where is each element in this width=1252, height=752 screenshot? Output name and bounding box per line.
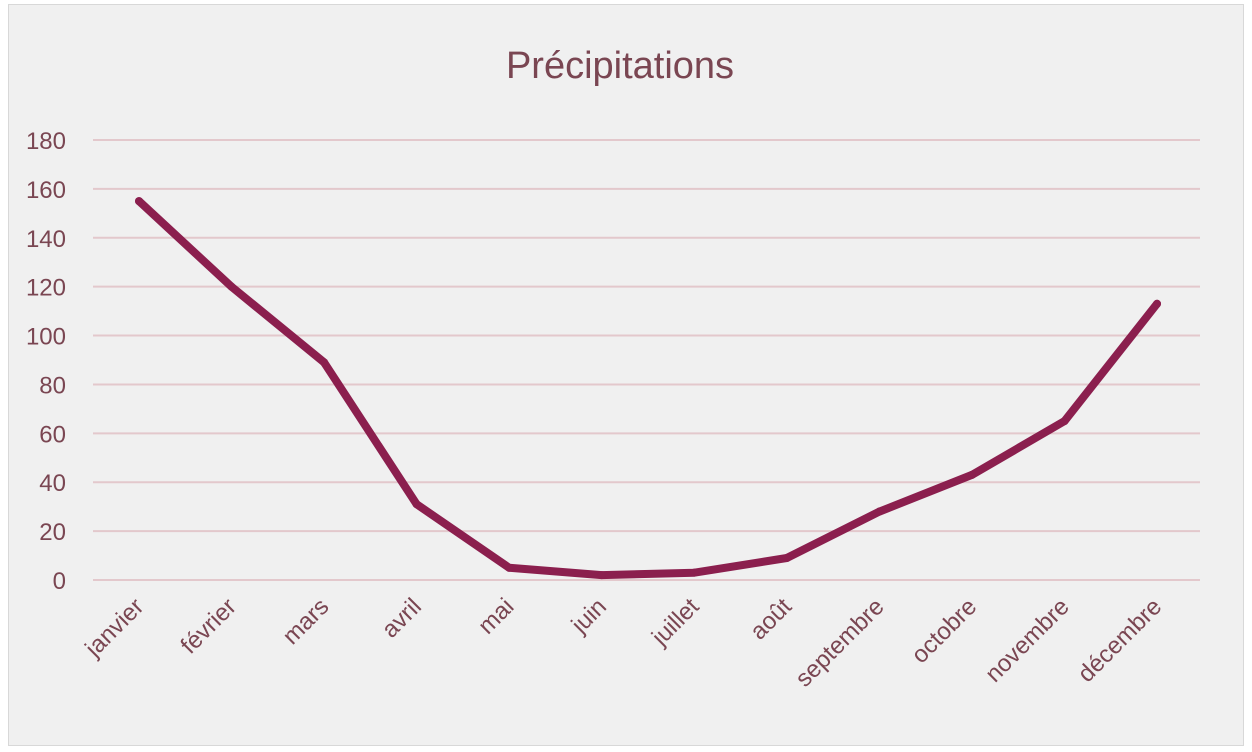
x-tick-label: juin [566, 593, 612, 639]
x-tick-label: février [176, 593, 242, 659]
x-tick-label: août [745, 593, 797, 645]
x-tick-label: décembre [1073, 593, 1168, 688]
chart-frame [8, 4, 1244, 746]
data-point-mars [320, 358, 329, 367]
x-axis-labels: janvier février mars avril mai juin juillet aoû… [79, 593, 1167, 693]
x-tick-label: novembre [980, 593, 1075, 688]
y-tick-label: 0 [53, 568, 66, 595]
y-tick-label: 40 [39, 470, 66, 497]
x-tick-label: janvier [79, 593, 149, 663]
data-point-juillet [690, 568, 699, 577]
data-point-février [227, 282, 236, 291]
chart-title: Précipitations [506, 45, 734, 87]
data-point-décembre [1153, 299, 1161, 308]
y-tick-label: 100 [26, 324, 66, 351]
data-point-novembre [1060, 417, 1069, 426]
y-axis-ticks: 0 20 40 60 80 100 120 140 160 180 [26, 128, 66, 595]
x-tick-label: octobre [906, 593, 982, 669]
y-tick-label: 80 [39, 372, 66, 399]
y-tick-label: 120 [26, 275, 66, 302]
y-tick-label: 20 [39, 519, 66, 546]
x-tick-label: avril [377, 593, 427, 643]
y-tick-label: 180 [26, 128, 66, 155]
x-tick-label: septembre [790, 593, 889, 692]
y-tick-label: 160 [26, 177, 66, 204]
data-point-juin [597, 571, 606, 580]
x-tick-label: mai [473, 593, 519, 639]
data-point-août [782, 554, 791, 562]
x-tick-label: mars [278, 593, 335, 650]
data-point-octobre [967, 470, 976, 479]
data-point-avril [412, 500, 421, 509]
data-point-janvier [135, 197, 143, 206]
series-line [135, 197, 1161, 580]
data-point-septembre [875, 507, 884, 516]
y-tick-label: 140 [26, 226, 66, 253]
data-point-mai [505, 563, 514, 572]
y-tick-label: 60 [39, 421, 66, 448]
x-tick-label: juillet [646, 593, 705, 652]
series-layer [135, 197, 1161, 580]
grid-lines [93, 139, 1200, 581]
